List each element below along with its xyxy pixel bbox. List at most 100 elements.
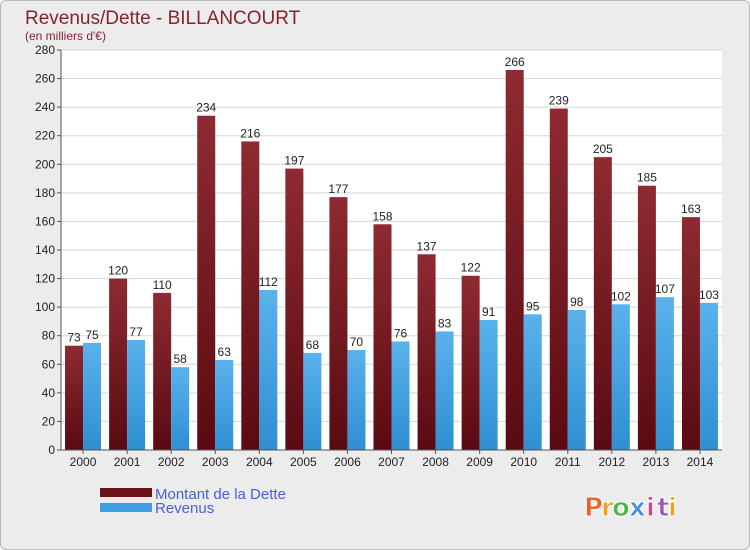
proxiti-logo: Pro x i ti (584, 493, 678, 524)
data-label: 120 (108, 264, 128, 278)
bar-revenus (523, 314, 542, 450)
x-axis-ticks: 2000 2001 2002 2003 2004 2005 2006 2007 2008 2009… (70, 450, 714, 469)
legend-swatch-dette (100, 488, 152, 497)
x-tick-label: 2003 (202, 455, 229, 469)
bar-dette (505, 70, 524, 450)
chart-subtitle: (en milliers d'€) (25, 29, 106, 43)
data-label: 103 (699, 288, 719, 302)
y-axis-ticks: 0 20 40 60 80 100 120 140 160 180 200 220 240 260 280 (35, 43, 61, 457)
y-tick-label: 100 (35, 300, 55, 314)
data-label: 107 (655, 282, 675, 296)
data-label: 73 (67, 331, 81, 345)
bar-revenus (435, 331, 454, 450)
bar-revenus (303, 352, 322, 450)
data-label: 68 (306, 338, 320, 352)
logo-letter: P (584, 493, 603, 523)
bar-dette (153, 292, 172, 450)
legend-swatch-revenus (100, 503, 152, 512)
data-label: 77 (129, 325, 143, 339)
bar-revenus (215, 360, 234, 450)
bar-dette (549, 108, 568, 451)
data-label: 197 (284, 154, 304, 168)
y-tick-label: 140 (35, 243, 55, 257)
x-tick-label: 2002 (158, 455, 185, 469)
bar-revenus (479, 320, 498, 450)
data-label: 234 (196, 101, 216, 115)
x-tick-label: 2004 (246, 455, 273, 469)
y-tick-label: 160 (35, 214, 55, 228)
data-label: 58 (173, 352, 187, 366)
data-label: 137 (417, 239, 437, 253)
bar-revenus (347, 350, 366, 450)
x-tick-label: 2007 (378, 455, 405, 469)
x-tick-label: 2010 (510, 455, 537, 469)
y-tick-label: 20 (42, 414, 56, 428)
bar-dette (681, 217, 700, 450)
data-label: 112 (259, 275, 278, 289)
bar-dette (329, 197, 348, 450)
y-tick-label: 60 (42, 357, 56, 371)
y-tick-label: 260 (35, 72, 55, 86)
bar-revenus (391, 341, 410, 450)
data-label: 163 (681, 202, 701, 216)
legend: Montant de la Dette Revenus (100, 486, 286, 517)
data-label: 95 (526, 299, 540, 313)
data-label: 266 (505, 55, 525, 69)
bar-revenus (655, 297, 674, 450)
logo-letter: t (657, 493, 669, 523)
x-tick-label: 2006 (334, 455, 361, 469)
bar-dette (637, 185, 656, 450)
bar-dette (241, 141, 260, 450)
x-tick-label: 2001 (114, 455, 141, 469)
data-label: 185 (637, 171, 657, 185)
y-tick-label: 280 (35, 43, 55, 57)
x-tick-label: 2000 (70, 455, 97, 469)
y-tick-label: 40 (42, 386, 56, 400)
data-label: 239 (549, 94, 569, 108)
bar-revenus (567, 310, 586, 450)
data-label: 91 (482, 305, 496, 319)
bar-dette (461, 275, 480, 450)
x-tick-label: 2005 (290, 455, 317, 469)
y-tick-label: 120 (35, 272, 55, 286)
data-label: 122 (461, 261, 481, 275)
data-label: 158 (372, 209, 392, 223)
data-label: 110 (153, 278, 172, 292)
x-tick-label: 2013 (643, 455, 670, 469)
data-label: 102 (611, 289, 631, 303)
legend-label-dette: Montant de la Dette (155, 486, 286, 503)
logo-letter: x (629, 493, 646, 523)
legend-label-revenus: Revenus (155, 500, 214, 517)
x-tick-label: 2012 (598, 455, 625, 469)
bar-revenus (83, 342, 102, 450)
data-label: 70 (350, 335, 364, 349)
x-tick-label: 2008 (422, 455, 449, 469)
x-tick-label: 2011 (555, 455, 581, 469)
data-label: 205 (593, 142, 613, 156)
data-label: 76 (394, 326, 408, 340)
data-label: 98 (570, 295, 584, 309)
logo-letter: o (612, 493, 630, 523)
bar-dette (417, 254, 436, 450)
y-tick-label: 180 (35, 186, 55, 200)
bars: 73 75 120 77 110 58 234 63 216 112 197 68 177 70 158 76… (65, 55, 719, 451)
bar-revenus (699, 302, 718, 450)
chart-title: Revenus/Dette - BILLANCOURT (25, 8, 301, 29)
data-label: 83 (438, 316, 452, 330)
y-tick-label: 200 (35, 157, 55, 171)
bar-dette (197, 115, 216, 450)
bar-dette (373, 224, 392, 450)
bar-dette (109, 278, 128, 450)
data-label: 216 (240, 126, 260, 140)
y-tick-label: 240 (35, 100, 55, 114)
bar-dette (593, 157, 612, 450)
bar-dette (285, 168, 304, 451)
y-tick-label: 0 (48, 443, 55, 457)
bar-dette (65, 345, 84, 450)
bar-revenus (127, 340, 146, 450)
bar-revenus (171, 367, 190, 450)
x-tick-label: 2014 (687, 455, 714, 469)
y-tick-label: 80 (42, 329, 56, 343)
logo-letter: r (601, 493, 614, 523)
